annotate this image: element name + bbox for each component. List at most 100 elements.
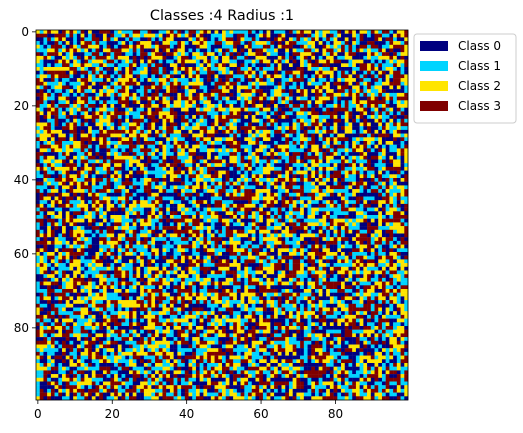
heatmap-cell — [389, 174, 394, 179]
heatmap-cell — [143, 96, 148, 101]
heatmap-cell — [36, 33, 40, 38]
heatmap-cell — [132, 185, 137, 190]
heatmap-cell — [218, 203, 223, 208]
heatmap-cell — [177, 78, 182, 82]
heatmap-cell — [367, 118, 371, 123]
heatmap-cell — [240, 30, 245, 34]
heatmap-cell — [143, 148, 148, 153]
heatmap-cell — [255, 122, 260, 127]
heatmap-cell — [47, 200, 52, 205]
heatmap-cell — [192, 48, 197, 53]
heatmap-cell — [300, 196, 305, 201]
heatmap-cell — [281, 200, 286, 205]
heatmap-cell — [199, 30, 204, 34]
heatmap-cell — [62, 52, 66, 57]
heatmap-cell — [114, 203, 119, 208]
heatmap-cell — [58, 100, 63, 105]
heatmap-cell — [266, 85, 271, 90]
heatmap-cell — [184, 85, 189, 90]
heatmap-cell — [363, 89, 368, 94]
heatmap-cell — [151, 170, 156, 175]
heatmap-cell — [184, 33, 189, 38]
heatmap-cell — [277, 118, 282, 123]
heatmap-cell — [80, 104, 85, 108]
heatmap-cell — [300, 189, 305, 193]
heatmap-cell — [385, 141, 390, 145]
heatmap-cell — [166, 92, 171, 97]
heatmap-cell — [311, 200, 316, 205]
heatmap-cell — [285, 133, 290, 138]
heatmap-cell — [192, 81, 197, 86]
heatmap-cell — [251, 174, 256, 179]
heatmap-cell — [266, 111, 271, 116]
heatmap-cell — [389, 41, 394, 45]
heatmap-cell — [333, 85, 338, 90]
heatmap-cell — [359, 207, 364, 212]
heatmap-cell — [143, 155, 148, 160]
heatmap-cell — [181, 141, 185, 145]
heatmap-cell — [400, 148, 405, 153]
heatmap-cell — [385, 155, 390, 160]
heatmap-cell — [385, 122, 390, 127]
heatmap-cell — [229, 170, 234, 175]
heatmap-cell — [162, 152, 167, 156]
heatmap-cell — [370, 48, 375, 53]
heatmap-cell — [62, 203, 66, 208]
heatmap-cell — [385, 107, 390, 112]
heatmap-cell — [381, 189, 386, 193]
heatmap-cell — [352, 100, 357, 105]
heatmap-cell — [262, 115, 267, 119]
heatmap-cell — [158, 211, 163, 216]
heatmap-cell — [91, 211, 96, 216]
heatmap-cell — [251, 70, 256, 75]
heatmap-cell — [333, 100, 338, 105]
heatmap-cell — [58, 141, 63, 145]
heatmap-cell — [69, 152, 74, 156]
heatmap-cell — [359, 159, 364, 164]
heatmap-cell — [374, 203, 379, 208]
heatmap-cell — [218, 44, 223, 49]
heatmap-cell — [292, 85, 297, 90]
heatmap-cell — [151, 115, 156, 119]
heatmap-cell — [337, 44, 342, 49]
heatmap-cell — [173, 166, 178, 171]
heatmap-cell — [288, 111, 293, 116]
heatmap-cell — [259, 166, 264, 171]
heatmap-cell — [184, 152, 189, 156]
heatmap-cell — [203, 85, 208, 90]
heatmap-cell — [69, 107, 74, 112]
heatmap-cell — [143, 133, 148, 138]
heatmap-cell — [166, 44, 171, 49]
heatmap-cell — [255, 200, 260, 205]
heatmap-cell — [315, 185, 319, 190]
heatmap-cell — [140, 196, 145, 201]
heatmap-cell — [288, 55, 293, 60]
heatmap-cell — [102, 41, 107, 45]
heatmap-cell — [400, 141, 405, 145]
heatmap-cell — [58, 178, 63, 182]
heatmap-cell — [147, 163, 152, 168]
heatmap-cell — [355, 148, 360, 153]
heatmap-cell — [73, 166, 78, 171]
heatmap-cell — [262, 152, 267, 156]
heatmap-cell — [121, 211, 126, 216]
heatmap-cell — [162, 37, 167, 42]
heatmap-cell — [385, 55, 390, 60]
heatmap-cell — [326, 118, 331, 123]
heatmap-cell — [84, 178, 89, 182]
heatmap-cell — [203, 207, 208, 212]
heatmap-cell — [58, 155, 63, 160]
heatmap-cell — [363, 163, 368, 168]
heatmap-cell — [248, 203, 252, 208]
heatmap-cell — [389, 111, 394, 116]
heatmap-cell — [370, 144, 375, 149]
heatmap-cell — [404, 196, 409, 201]
heatmap-cell — [158, 92, 163, 97]
heatmap-cell — [117, 78, 122, 82]
heatmap-cell — [91, 129, 96, 134]
heatmap-cell — [259, 148, 264, 153]
heatmap-cell — [207, 126, 212, 131]
heatmap-cell — [251, 41, 256, 45]
heatmap-cell — [374, 41, 379, 45]
heatmap-cell — [329, 152, 334, 156]
